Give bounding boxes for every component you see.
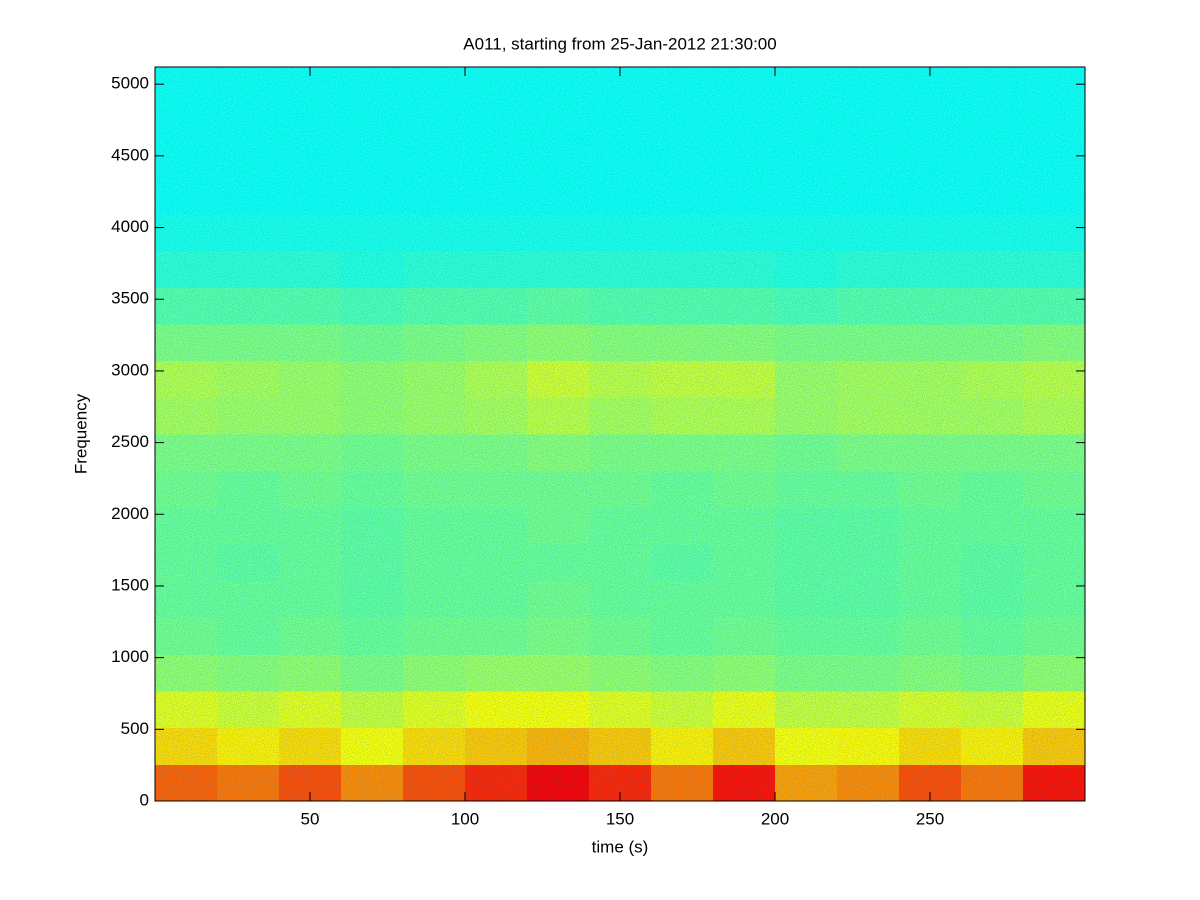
- x-tick-label: 200: [761, 809, 789, 828]
- x-tick-label: 150: [606, 809, 634, 828]
- x-tick-label: 250: [916, 809, 944, 828]
- y-tick-label: 500: [121, 719, 149, 738]
- y-tick-label: 4000: [111, 217, 149, 236]
- y-tick-label: 1000: [111, 647, 149, 666]
- y-tick-label: 3500: [111, 289, 149, 308]
- x-tick-label: 50: [301, 809, 320, 828]
- x-tick-label: 100: [451, 809, 479, 828]
- chart-title: A011, starting from 25-Jan-2012 21:30:00: [463, 34, 776, 53]
- axes: 50 100 150 200 25005001000150020002500300035…: [111, 67, 1085, 828]
- y-tick-label: 0: [140, 790, 149, 809]
- texture: [155, 67, 1085, 801]
- y-tick-label: 1500: [111, 575, 149, 594]
- y-axis-label: Frequency: [71, 393, 90, 474]
- y-tick-label: 3000: [111, 360, 149, 379]
- x-axis-label: time (s): [592, 837, 649, 856]
- y-tick-label: 4500: [111, 145, 149, 164]
- y-tick-label: 2500: [111, 432, 149, 451]
- y-tick-label: 2000: [111, 504, 149, 523]
- y-tick-label: 5000: [111, 74, 149, 93]
